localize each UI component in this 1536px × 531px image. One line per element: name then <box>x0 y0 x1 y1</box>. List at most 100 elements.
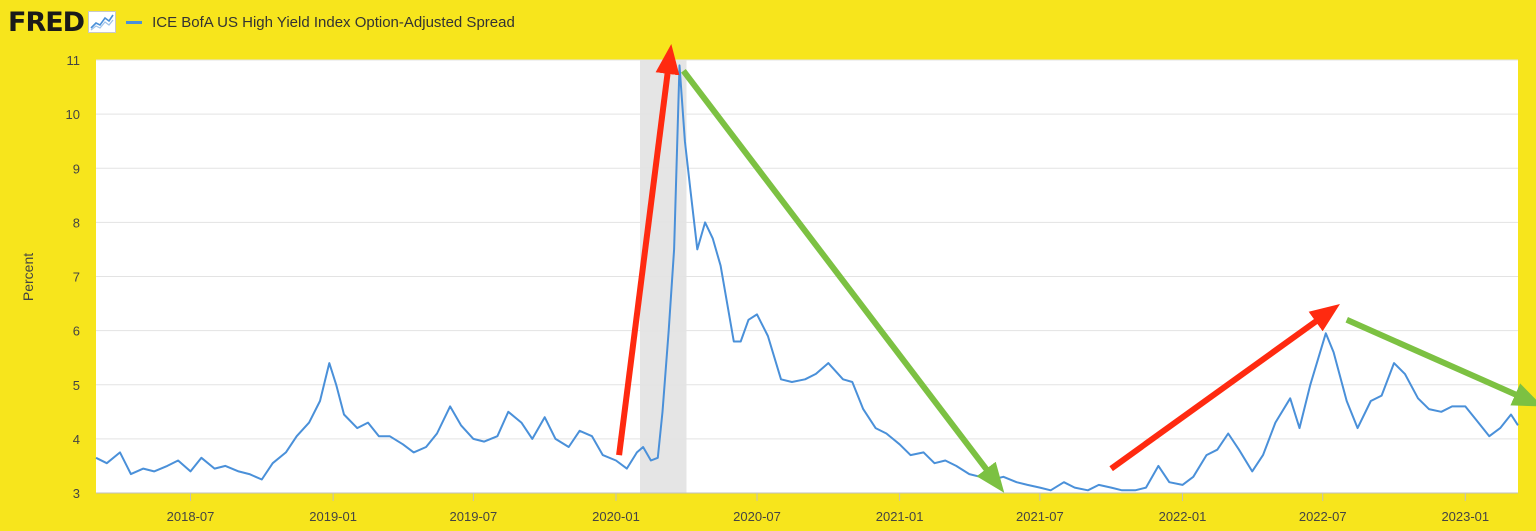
series-point[interactable] <box>410 448 418 456</box>
series-point[interactable] <box>999 473 1007 481</box>
series-point[interactable] <box>930 459 938 467</box>
series-point[interactable] <box>989 475 997 483</box>
series-point[interactable] <box>269 459 277 467</box>
series-point[interactable] <box>709 235 717 243</box>
series-point[interactable] <box>150 467 158 475</box>
series-point[interactable] <box>1178 481 1186 489</box>
series-point[interactable] <box>433 429 441 437</box>
series-point[interactable] <box>1095 481 1103 489</box>
series-point[interactable] <box>163 462 171 470</box>
series-point[interactable] <box>1013 478 1021 486</box>
series-point[interactable] <box>305 419 313 427</box>
series-point[interactable] <box>504 408 512 416</box>
series-point[interactable] <box>920 448 928 456</box>
series-point[interactable] <box>221 462 229 470</box>
series-point[interactable] <box>1107 484 1115 492</box>
series-point[interactable] <box>174 457 182 465</box>
series-point[interactable] <box>422 443 430 451</box>
series-point[interactable] <box>801 375 809 383</box>
series-point[interactable] <box>1425 405 1433 413</box>
series-point[interactable] <box>197 454 205 462</box>
series-point[interactable] <box>1060 478 1068 486</box>
series-point[interactable] <box>665 327 673 335</box>
series-point[interactable] <box>612 457 620 465</box>
series-point[interactable] <box>1448 402 1456 410</box>
series-point[interactable] <box>1354 424 1362 432</box>
series-point[interactable] <box>1165 478 1173 486</box>
series-point[interactable] <box>1295 424 1303 432</box>
series-point[interactable] <box>965 470 973 478</box>
series-point[interactable] <box>92 454 100 462</box>
series-point[interactable] <box>941 457 949 465</box>
series-point[interactable] <box>245 470 253 478</box>
series-point[interactable] <box>896 440 904 448</box>
series-point[interactable] <box>332 381 340 389</box>
series-point[interactable] <box>517 419 525 427</box>
series-point[interactable] <box>235 467 243 475</box>
series-point[interactable] <box>717 262 725 270</box>
series-point[interactable] <box>848 378 856 386</box>
series-point[interactable] <box>599 451 607 459</box>
series-point[interactable] <box>976 473 984 481</box>
series-point[interactable] <box>623 465 631 473</box>
series-point[interactable] <box>1437 408 1445 416</box>
series-point[interactable] <box>1461 402 1469 410</box>
series-point[interactable] <box>1202 451 1210 459</box>
series-point[interactable] <box>859 405 867 413</box>
series-point[interactable] <box>1224 429 1232 437</box>
series-point[interactable] <box>906 451 914 459</box>
series-point[interactable] <box>552 435 560 443</box>
series-point[interactable] <box>1343 397 1351 405</box>
series-point[interactable] <box>375 432 383 440</box>
series-point[interactable] <box>1271 419 1279 427</box>
series-point[interactable] <box>639 443 647 451</box>
series-point[interactable] <box>457 421 465 429</box>
fred-logo[interactable]: FRED <box>8 6 85 38</box>
series-point[interactable] <box>282 448 290 456</box>
legend-series-label[interactable]: ICE BofA US High Yield Index Option-Adju… <box>152 13 515 31</box>
series-point[interactable] <box>753 310 761 318</box>
series-point[interactable] <box>658 408 666 416</box>
series-point[interactable] <box>103 459 111 467</box>
series-point[interactable] <box>493 432 501 440</box>
series-point[interactable] <box>788 378 796 386</box>
series-point[interactable] <box>701 218 709 226</box>
series-point[interactable] <box>258 475 266 483</box>
series-point[interactable] <box>1330 348 1338 356</box>
series-point[interactable] <box>777 375 785 383</box>
series-point[interactable] <box>565 443 573 451</box>
series-point[interactable] <box>686 186 694 194</box>
series-point[interactable] <box>325 359 333 367</box>
series-point[interactable] <box>839 375 847 383</box>
series-point[interactable] <box>588 432 596 440</box>
series-point[interactable] <box>812 370 820 378</box>
series-point[interactable] <box>353 424 361 432</box>
series-point[interactable] <box>1390 359 1398 367</box>
series-point[interactable] <box>824 359 832 367</box>
series-point[interactable] <box>386 432 394 440</box>
series-point[interactable] <box>676 61 684 69</box>
series-point[interactable] <box>1496 424 1504 432</box>
series-point[interactable] <box>116 448 124 456</box>
series-point[interactable] <box>647 457 655 465</box>
series-point[interactable] <box>1367 397 1375 405</box>
series-point[interactable] <box>1514 421 1522 429</box>
series-point[interactable] <box>446 402 454 410</box>
series-point[interactable] <box>1213 446 1221 454</box>
series-point[interactable] <box>1248 467 1256 475</box>
series-point[interactable] <box>1507 411 1515 419</box>
series-point[interactable] <box>872 424 880 432</box>
series-point[interactable] <box>1378 392 1386 400</box>
series-point[interactable] <box>882 429 890 437</box>
series-point[interactable] <box>1259 451 1267 459</box>
series-point[interactable] <box>399 440 407 448</box>
series-point[interactable] <box>1189 473 1197 481</box>
series-line[interactable] <box>95 64 1519 492</box>
series-point[interactable] <box>737 337 745 345</box>
series-point[interactable] <box>670 245 678 253</box>
series-point[interactable] <box>764 332 772 340</box>
series-point[interactable] <box>1485 432 1493 440</box>
series-point[interactable] <box>541 413 549 421</box>
series-point[interactable] <box>1414 394 1422 402</box>
